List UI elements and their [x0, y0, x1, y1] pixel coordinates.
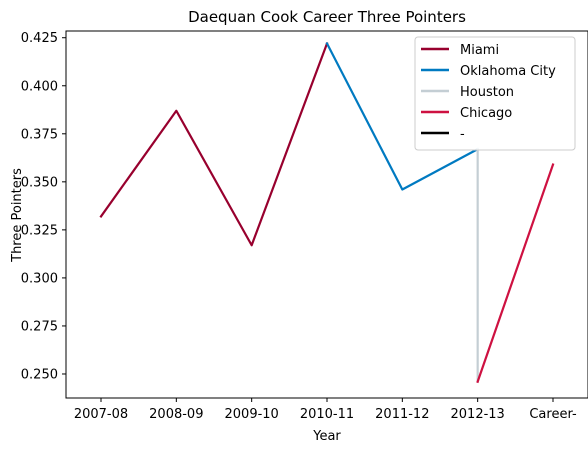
- y-tick-label: 0.350: [21, 175, 58, 190]
- legend-label: Miami: [460, 43, 499, 58]
- legend: Miami Oklahoma City Houston Chicago -: [414, 36, 576, 151]
- legend-label: Houston: [460, 85, 514, 100]
- y-tick-label: 0.325: [21, 223, 58, 238]
- y-tick-label: 0.425: [21, 31, 58, 46]
- legend-label: Chicago: [460, 106, 512, 121]
- x-tick-label: Career-: [529, 407, 577, 422]
- plot-area: 2007-08 2008-09 2009-10 2010-11 2011-12 2012-…: [21, 30, 588, 422]
- x-tick-label: 2008-09: [149, 407, 203, 422]
- legend-label: Oklahoma City: [460, 64, 556, 79]
- x-tick-label: 2012-13: [451, 407, 505, 422]
- y-tick-label: 0.275: [21, 319, 58, 334]
- series-line-3: [476, 163, 555, 384]
- y-axis-label: Three Pointers: [10, 168, 25, 263]
- y-tick-label: 0.250: [21, 367, 58, 382]
- x-tick-label: 2010-11: [300, 407, 354, 422]
- y-tick-label: 0.400: [21, 79, 58, 94]
- x-tick-label: 2009-10: [225, 407, 279, 422]
- x-axis-label: Year: [312, 429, 341, 444]
- y-tick-label: 0.375: [21, 127, 58, 142]
- series-line-0: [99, 42, 329, 247]
- x-tick-label: 2011-12: [375, 407, 429, 422]
- series-line-1: [325, 42, 480, 191]
- legend-label: -: [460, 127, 465, 142]
- chart-title: Daequan Cook Career Three Pointers: [188, 8, 466, 26]
- legend-box: [414, 36, 576, 151]
- x-tick-label: 2007-08: [74, 407, 128, 422]
- y-tick-label: 0.300: [21, 271, 58, 286]
